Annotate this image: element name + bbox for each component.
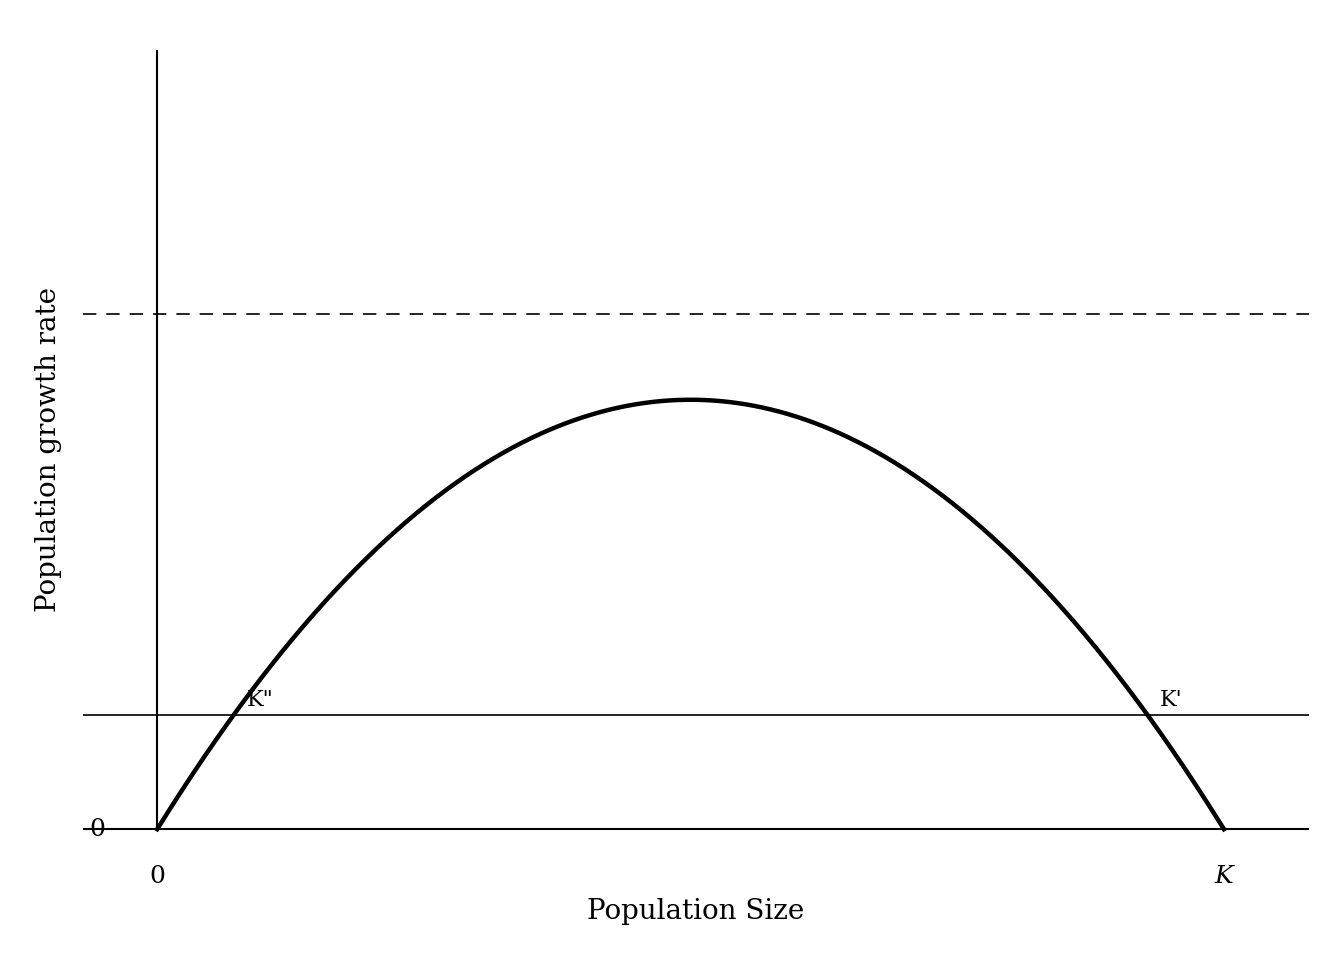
Y-axis label: Population growth rate: Population growth rate bbox=[35, 287, 62, 612]
Text: K: K bbox=[1215, 865, 1234, 888]
Text: K": K" bbox=[247, 689, 273, 711]
Text: 0: 0 bbox=[89, 818, 105, 841]
Text: 0: 0 bbox=[149, 865, 165, 888]
Text: K': K' bbox=[1160, 689, 1183, 711]
X-axis label: Population Size: Population Size bbox=[587, 899, 805, 925]
